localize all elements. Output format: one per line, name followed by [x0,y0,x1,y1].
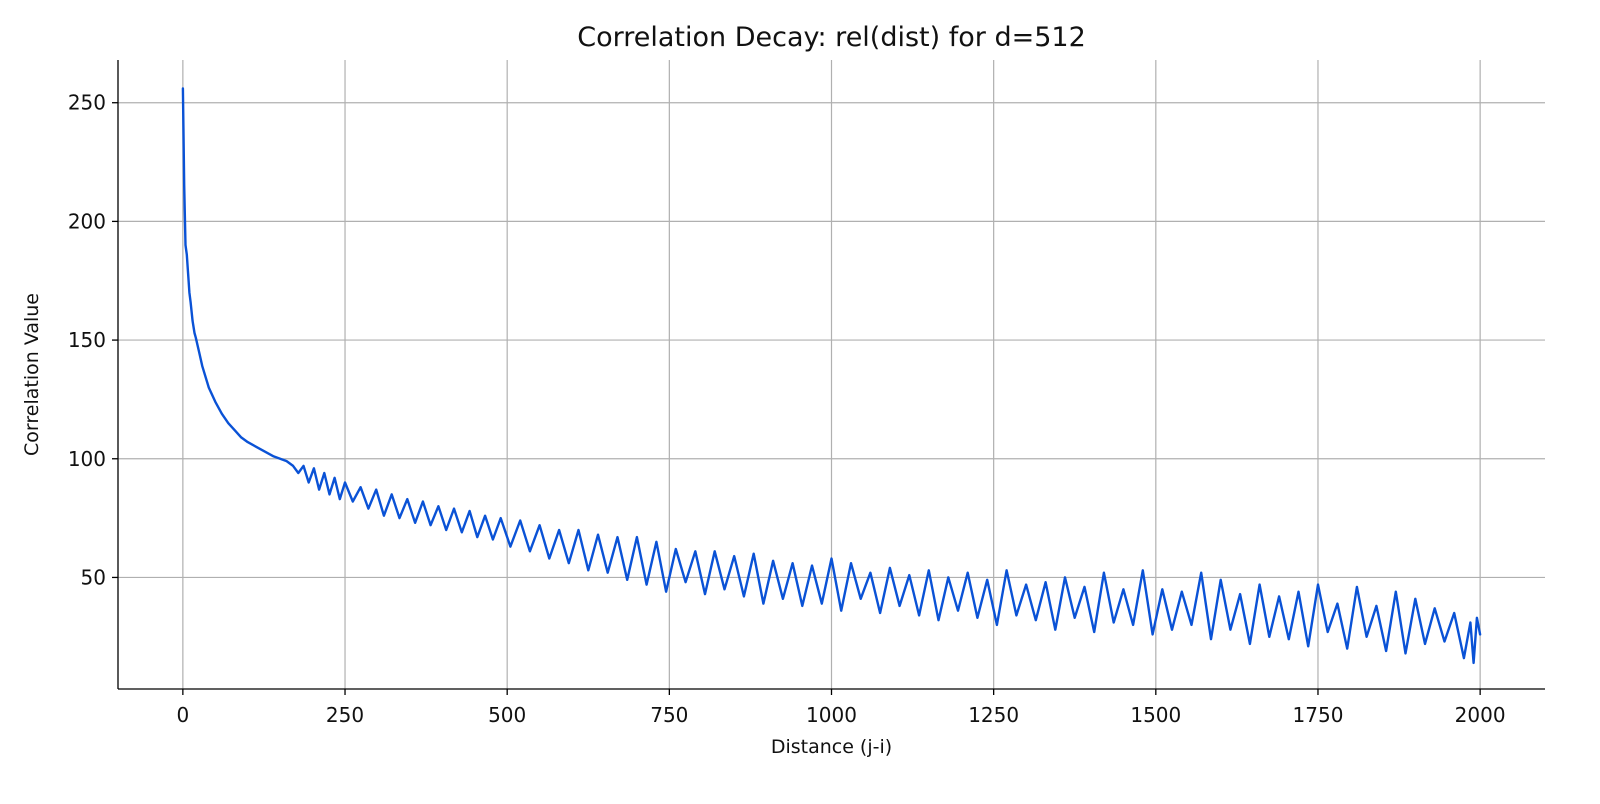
x-tick-label: 1500 [1130,703,1181,727]
grid [118,60,1545,689]
x-axis-label: Distance (j-i) [771,736,892,758]
x-tick-label: 0 [176,703,189,727]
x-tick-label: 1750 [1293,703,1344,727]
chart-title: Correlation Decay: rel(dist) for d=512 [577,22,1086,53]
x-tick-label: 500 [488,703,526,727]
y-tick-label: 200 [68,209,106,233]
x-ticks: 0 250 500 750 1000 1250 1500 1750 2000 [176,689,1506,727]
x-tick-label: 750 [650,703,688,727]
x-tick-label: 2000 [1455,703,1506,727]
y-tick-label: 50 [81,565,106,589]
y-tick-label: 150 [68,328,106,352]
x-tick-label: 1000 [806,703,857,727]
x-tick-label: 250 [326,703,364,727]
series-line [181,87,1482,665]
series-layer [181,87,1482,665]
y-tick-label: 100 [68,447,106,471]
y-axis-label: Correlation Value [21,293,43,456]
x-tick-label: 1250 [968,703,1019,727]
y-ticks: 50 100 150 200 250 [68,91,118,589]
y-tick-label: 250 [68,91,106,115]
